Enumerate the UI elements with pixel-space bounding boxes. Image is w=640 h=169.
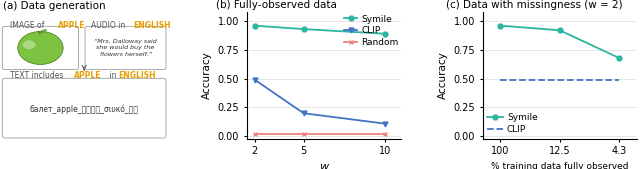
Text: in: in — [107, 71, 119, 80]
Text: TEXT includes: TEXT includes — [10, 71, 65, 80]
Symile — [381, 33, 388, 35]
Line: CLIP: CLIP — [252, 77, 387, 126]
Symile — [251, 25, 259, 27]
Text: ENGLISH: ENGLISH — [118, 71, 156, 80]
CLIP — [251, 79, 259, 81]
Y-axis label: Accuracy: Accuracy — [438, 51, 448, 99]
Text: APPLE: APPLE — [74, 71, 102, 80]
CLIP — [300, 112, 307, 114]
X-axis label: % training data fully observed: % training data fully observed — [491, 162, 628, 169]
Text: “Mrs. Dalloway said
she would buy the
flowers herself.”: “Mrs. Dalloway said she would buy the fl… — [94, 39, 157, 57]
Text: (c) Data with missingness (w = 2): (c) Data with missingness (w = 2) — [445, 0, 622, 10]
CLIP — [497, 79, 504, 81]
Text: APPLE: APPLE — [58, 21, 86, 30]
Text: IMAGE of: IMAGE of — [10, 21, 47, 30]
Symile — [556, 29, 563, 31]
Text: (b) Fully-observed data: (b) Fully-observed data — [216, 0, 337, 10]
Line: Symile: Symile — [252, 23, 387, 36]
FancyBboxPatch shape — [3, 26, 79, 69]
Line: Symile: Symile — [498, 23, 621, 60]
CLIP — [381, 123, 388, 125]
Symile — [300, 28, 307, 30]
Random — [300, 133, 307, 135]
Ellipse shape — [38, 29, 47, 34]
FancyBboxPatch shape — [85, 26, 166, 69]
CLIP — [556, 79, 563, 81]
Random — [251, 133, 259, 135]
Line: Random: Random — [252, 131, 387, 136]
Ellipse shape — [18, 31, 63, 64]
Random — [381, 133, 388, 135]
Legend: Symile, CLIP, Random: Symile, CLIP, Random — [344, 15, 398, 47]
Symile — [497, 25, 504, 27]
Ellipse shape — [22, 40, 36, 49]
Y-axis label: Accuracy: Accuracy — [202, 51, 212, 99]
Text: (a) Data generation: (a) Data generation — [3, 1, 106, 10]
FancyBboxPatch shape — [3, 78, 166, 138]
Legend: Symile, CLIP: Symile, CLIP — [487, 113, 538, 134]
Text: AUDIO in: AUDIO in — [91, 21, 127, 30]
Text: балет_apple_हाथी_σιυκό_無常: балет_apple_हाथी_σιυκό_無常 — [29, 104, 139, 114]
Text: ENGLISH: ENGLISH — [132, 21, 170, 30]
CLIP — [615, 79, 623, 81]
Symile — [615, 57, 623, 59]
X-axis label: w: w — [319, 162, 328, 169]
